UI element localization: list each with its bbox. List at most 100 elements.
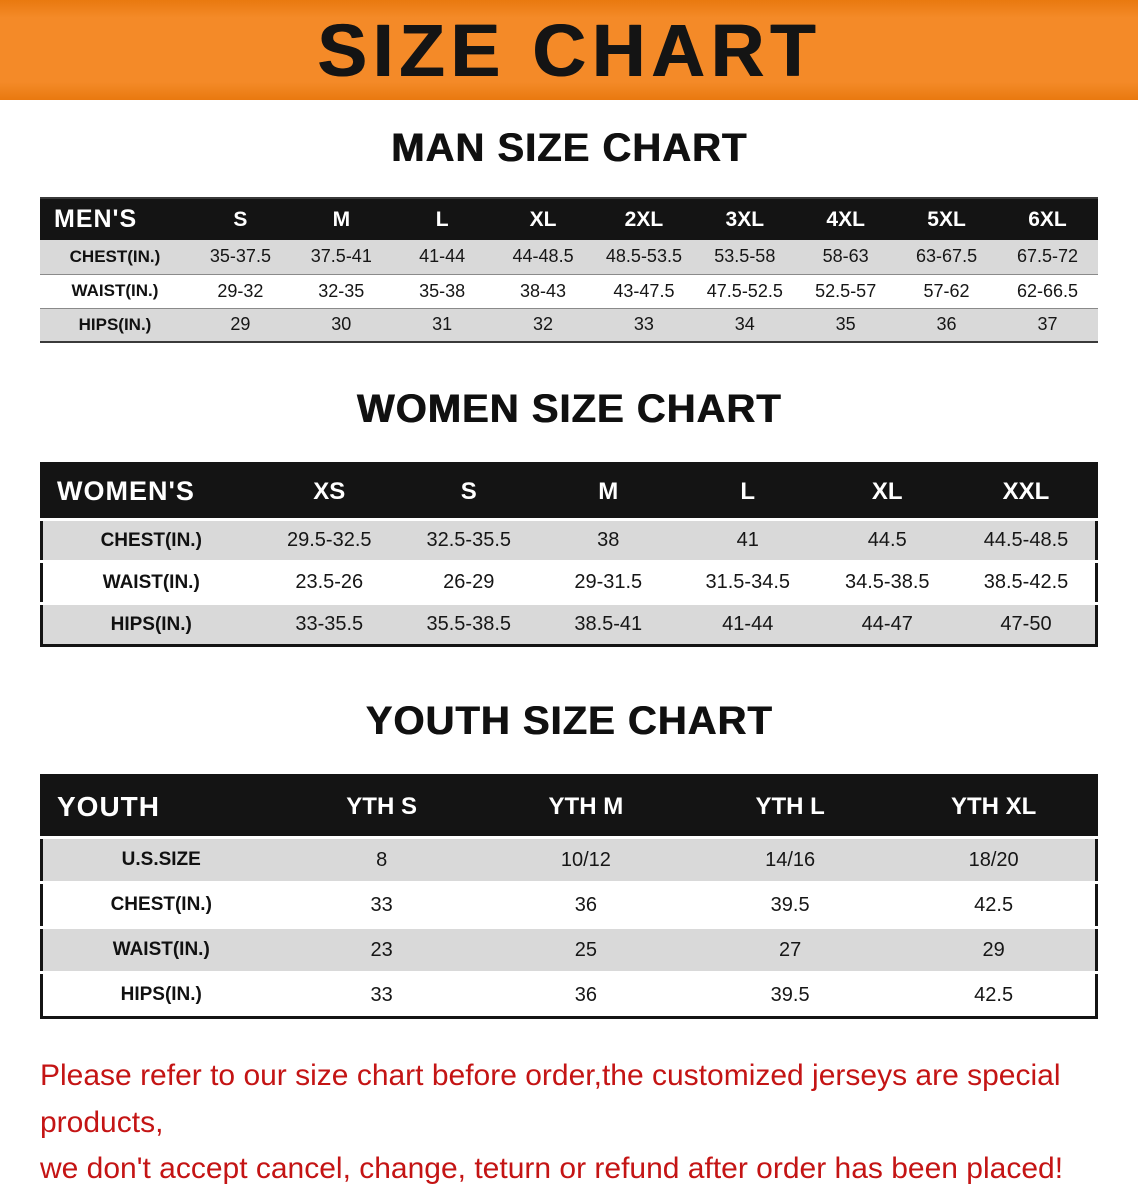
men-size-table: MEN'S S M L XL 2XL 3XL 4XL 5XL 6XL CHEST(IN.) 35-37… [40, 197, 1098, 343]
size-value-cell: 41-44 [419, 246, 466, 267]
table-row: HIPS(IN.) 33-35.5 35.5-38.5 38.5-41 41-44 44-… [41, 603, 1097, 646]
size-value-cell: 38.5-42.5 [983, 571, 1069, 593]
size-value-cell: 33 [633, 314, 654, 335]
table-title-cell: WOMEN'S [41, 463, 260, 520]
size-value-cell: 33 [370, 893, 393, 916]
size-value-cell: 38 [597, 529, 620, 551]
size-value-cell: 41-44 [722, 613, 774, 635]
table-row: WAIST(IN.) 23 25 27 29 [41, 927, 1097, 973]
size-column-header: L [678, 463, 818, 520]
men-section-heading: MAN SIZE CHART [390, 126, 748, 170]
size-value-cell: 29-31.5 [574, 571, 643, 593]
size-value-cell: 31.5-34.5 [705, 571, 790, 593]
size-value-cell: 27 [779, 938, 802, 961]
banner-title: SIZE CHART [317, 8, 821, 92]
disclaimer-text: Please refer to our size chart before or… [0, 1053, 1138, 1193]
size-column-header: S [399, 463, 539, 520]
size-value-cell: 38-43 [520, 280, 567, 301]
table-header-row: YOUTH YTH S YTH M YTH L YTH XL [41, 775, 1097, 838]
row-label: HIPS(IN.) [78, 314, 152, 334]
size-column-header: 2XL [593, 198, 695, 240]
row-label: HIPS(IN.) [110, 613, 192, 635]
size-column-header: L [391, 198, 493, 240]
size-value-cell: 36 [574, 983, 597, 1006]
size-column-header: XXL [957, 463, 1097, 520]
table-row: U.S.SIZE 8 10/12 14/16 18/20 [41, 837, 1097, 883]
size-column-header: M [538, 463, 678, 520]
size-value-cell: 42.5 [974, 893, 1014, 916]
size-value-cell: 44-47 [861, 613, 913, 635]
size-column-header: XS [259, 463, 399, 520]
size-value-cell: 47-50 [1000, 613, 1052, 635]
disclaimer-line-1: Please refer to our size chart before or… [40, 1059, 1061, 1139]
women-section-heading: WOMEN SIZE CHART [356, 387, 782, 431]
size-value-cell: 29 [982, 938, 1005, 961]
table-row: WAIST(IN.) 23.5-26 26-29 29-31.5 31.5-34.5 34… [41, 561, 1097, 604]
size-column-header: YTH L [688, 775, 893, 838]
size-value-cell: 36 [574, 893, 597, 916]
row-label: WAIST(IN.) [71, 281, 159, 300]
table-title-cell: MEN'S [40, 198, 190, 240]
disclaimer-line-2: we don't accept cancel, change, teturn o… [40, 1152, 1064, 1185]
size-value-cell: 39.5 [770, 893, 810, 916]
size-value-cell: 35-37.5 [209, 246, 271, 267]
size-value-cell: 29-32 [217, 280, 264, 301]
women-size-table: WOMEN'S XS S M L XL XXL CHEST(IN.) 29.5-32.5 32.5… [40, 462, 1098, 647]
size-column-header: YTH M [483, 775, 688, 838]
size-value-cell: 26-29 [443, 571, 495, 593]
size-value-cell: 35-38 [419, 280, 466, 301]
men-size-section: MAN SIZE CHART MEN'S S M L XL 2XL 3XL 4XL 5XL 6XL… [0, 126, 1138, 343]
size-chart-banner: SIZE CHART [0, 0, 1138, 100]
row-label: HIPS(IN.) [120, 984, 202, 1005]
size-value-cell: 18/20 [968, 848, 1019, 871]
size-value-cell: 39.5 [770, 983, 810, 1006]
size-value-cell: 44-48.5 [512, 246, 574, 267]
table-row: CHEST(IN.) 33 36 39.5 42.5 [41, 882, 1097, 928]
size-column-header: 5XL [896, 198, 997, 240]
size-value-cell: 62-66.5 [1016, 280, 1079, 301]
size-column-header: XL [817, 463, 957, 520]
size-column-header: S [190, 198, 291, 240]
table-header-row: WOMEN'S XS S M L XL XXL [41, 463, 1097, 520]
size-value-cell: 44.5 [867, 529, 907, 551]
size-value-cell: 34 [734, 314, 755, 335]
size-value-cell: 23.5-26 [295, 571, 364, 593]
size-column-header: YTH XL [892, 775, 1097, 838]
size-value-cell: 8 [376, 848, 388, 871]
size-value-cell: 30 [331, 314, 352, 335]
row-label: U.S.SIZE [121, 849, 201, 870]
size-value-cell: 32.5-35.5 [426, 529, 511, 551]
size-column-header: 4XL [795, 198, 897, 240]
size-value-cell: 53.5-58 [714, 246, 776, 267]
size-value-cell: 47.5-52.5 [706, 280, 783, 301]
size-value-cell: 25 [574, 938, 597, 961]
size-value-cell: 38.5-41 [574, 613, 643, 635]
size-value-cell: 32-35 [318, 280, 365, 301]
size-value-cell: 48.5-53.5 [605, 246, 682, 267]
row-label: CHEST(IN.) [69, 246, 161, 266]
size-value-cell: 14/16 [765, 848, 816, 871]
size-value-cell: 42.5 [974, 983, 1014, 1006]
size-column-header: XL [492, 198, 594, 240]
size-value-cell: 34.5-38.5 [844, 571, 930, 593]
table-row: WAIST(IN.) 29-32 32-35 35-38 38-43 43-47.5 47.… [40, 274, 1098, 308]
size-column-header: 3XL [694, 198, 796, 240]
size-value-cell: 63-67.5 [916, 246, 978, 267]
size-value-cell: 52.5-57 [815, 280, 877, 301]
size-value-cell: 33 [370, 983, 393, 1006]
size-value-cell: 35 [835, 314, 856, 335]
table-title-cell: YOUTH [41, 775, 280, 838]
youth-size-table: YOUTH YTH S YTH M YTH L YTH XL U.S.SIZE 8 10/12… [40, 774, 1098, 1019]
row-label: CHEST(IN.) [100, 529, 202, 551]
size-value-cell: 43-47.5 [613, 280, 675, 301]
size-value-cell: 67.5-72 [1016, 246, 1079, 267]
size-value-cell: 23 [370, 938, 393, 961]
size-value-cell: 44.5-48.5 [983, 529, 1069, 551]
women-size-section: WOMEN SIZE CHART WOMEN'S XS S M L XL XXL CHEST(… [0, 387, 1138, 647]
size-value-cell: 58-63 [822, 246, 869, 267]
size-value-cell: 41 [736, 529, 759, 551]
size-column-header: YTH S [279, 775, 484, 838]
size-value-cell: 29 [230, 314, 251, 335]
size-value-cell: 31 [432, 314, 453, 335]
row-label: CHEST(IN.) [110, 894, 212, 915]
